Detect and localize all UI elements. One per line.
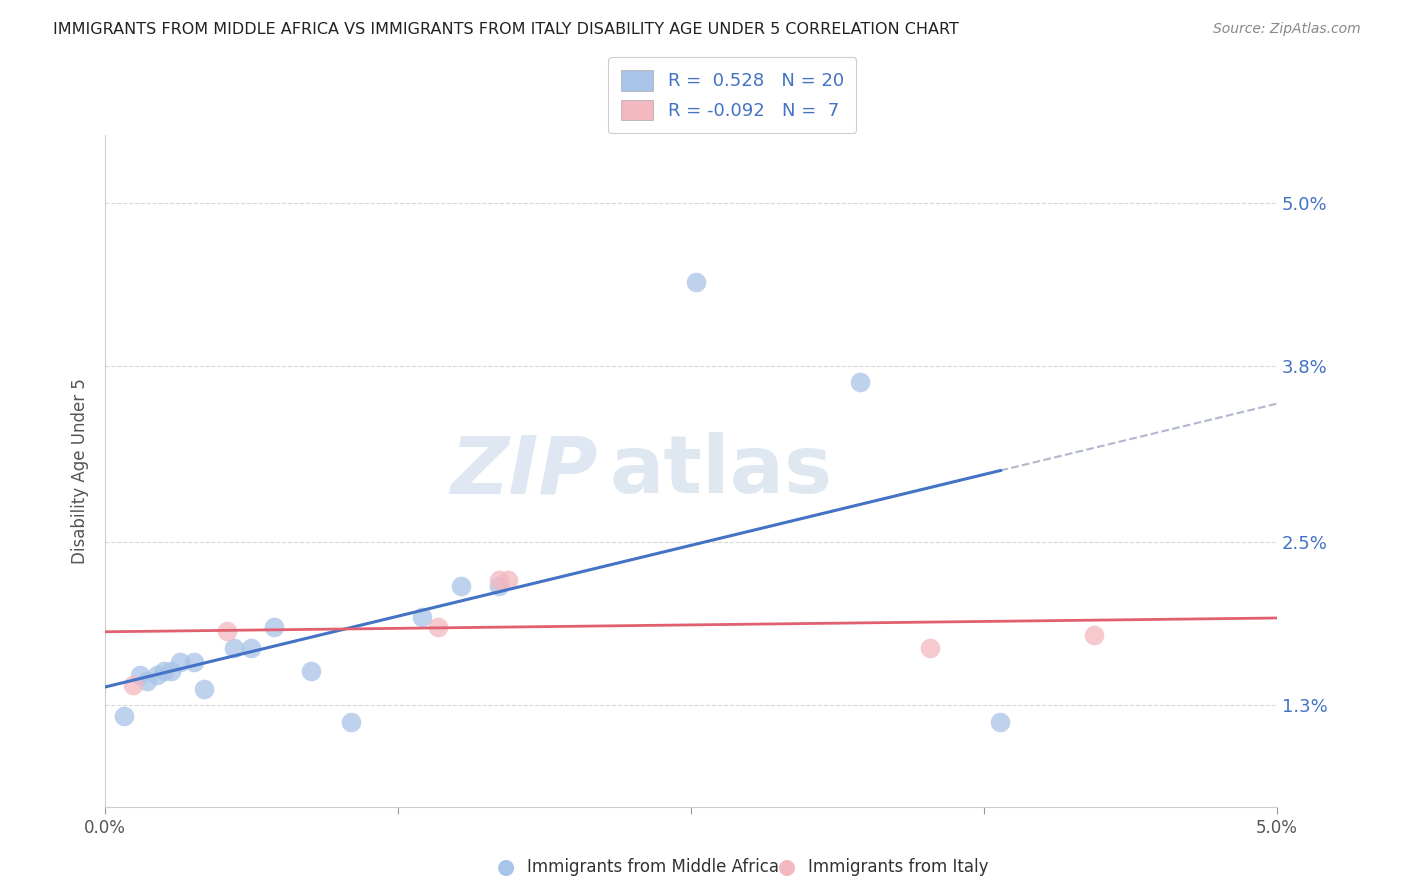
Text: ●: ● [498,857,515,877]
Point [122,678,145,692]
Point [488,579,510,593]
Point [183,655,205,669]
Point [301,665,323,679]
Point [263,619,285,633]
Point [146,668,169,682]
Point [129,668,152,682]
Point [849,376,872,390]
Legend: R =  0.528   N = 20, R = -0.092   N =  7: R = 0.528 N = 20, R = -0.092 N = 7 [607,57,856,133]
Point [193,681,215,696]
Point [450,579,472,593]
Point [411,610,433,624]
Point [990,714,1012,729]
Text: Immigrants from Middle Africa: Immigrants from Middle Africa [527,858,779,876]
Y-axis label: Disability Age Under 5: Disability Age Under 5 [72,378,89,564]
Text: Immigrants from Italy: Immigrants from Italy [808,858,988,876]
Point [136,673,159,688]
Text: ZIP: ZIP [450,433,598,510]
Point [920,641,942,656]
Point [217,624,239,638]
Point [488,574,510,588]
Point [340,714,363,729]
Point [685,275,707,289]
Text: Source: ZipAtlas.com: Source: ZipAtlas.com [1213,22,1361,37]
Point [498,574,520,588]
Point [239,641,262,656]
Text: atlas: atlas [609,433,832,510]
Text: IMMIGRANTS FROM MIDDLE AFRICA VS IMMIGRANTS FROM ITALY DISABILITY AGE UNDER 5 CO: IMMIGRANTS FROM MIDDLE AFRICA VS IMMIGRA… [53,22,959,37]
Point [160,665,183,679]
Point [1083,628,1105,642]
Point [224,641,246,656]
Point [153,665,176,679]
Point [427,619,450,633]
Point [112,709,135,723]
Text: ●: ● [779,857,796,877]
Point [169,655,191,669]
